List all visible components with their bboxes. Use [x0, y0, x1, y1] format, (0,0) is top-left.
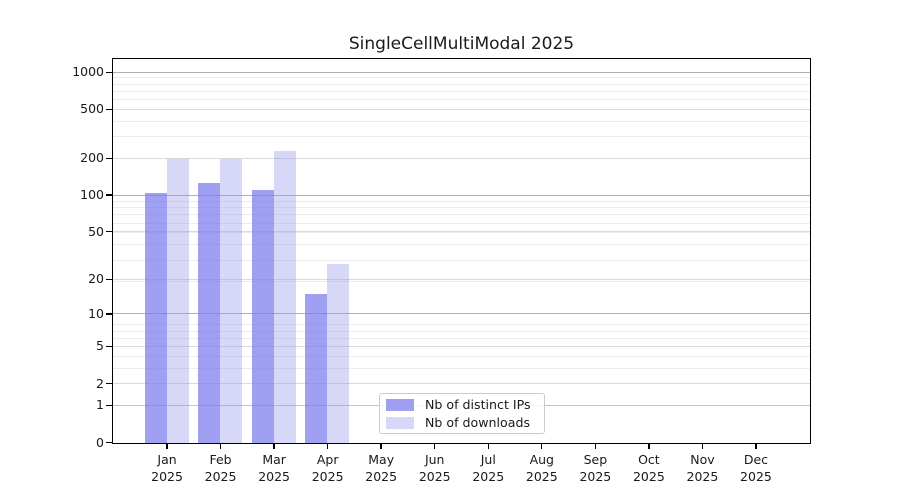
x-tick-label-sep: Sep 2025 — [579, 452, 612, 484]
bar-mar-downloads — [273, 151, 296, 443]
y-tick-label: 500 — [80, 101, 104, 117]
y-tick-label: 100 — [80, 187, 104, 203]
gridline — [113, 108, 810, 110]
y-tick-mark — [106, 441, 112, 444]
x-tick-mark — [541, 442, 543, 449]
gridline — [113, 136, 810, 138]
legend: Nb of distinct IPs Nb of downloads — [379, 393, 545, 434]
y-tick-mark — [106, 157, 112, 159]
chart-title: SingleCellMultiModal 2025 — [348, 34, 575, 54]
bar-feb-ips — [198, 182, 221, 443]
y-tick-mark — [106, 71, 112, 73]
legend-label-distinct-ips: Nb of distinct IPs — [425, 397, 531, 412]
bar-mar-ips — [251, 189, 274, 443]
y-tick-mark — [106, 313, 112, 315]
y-tick-mark — [106, 108, 112, 111]
gridline — [113, 99, 810, 101]
x-tick-mark — [701, 442, 704, 449]
x-tick-mark — [594, 442, 597, 449]
y-tick-label: 50 — [88, 223, 104, 239]
gridline — [113, 330, 810, 332]
y-tick-mark — [106, 194, 112, 196]
x-tick-label-feb: Feb 2025 — [204, 452, 237, 484]
x-tick-label-aug: Aug 2025 — [525, 452, 558, 484]
x-tick-label-may: May 2025 — [365, 452, 398, 484]
gridline — [113, 259, 810, 261]
y-tick-mark — [106, 231, 112, 233]
bar-jan-ips — [144, 192, 167, 443]
x-tick-mark — [326, 442, 329, 449]
x-tick-mark — [755, 442, 757, 449]
x-tick-mark — [380, 442, 382, 449]
gridline — [113, 244, 810, 246]
x-tick-label-nov: Nov 2025 — [686, 452, 719, 484]
legend-label-downloads: Nb of downloads — [425, 415, 531, 430]
legend-swatch-downloads — [386, 416, 414, 429]
x-tick-mark — [434, 442, 436, 449]
x-tick-mark — [219, 442, 222, 449]
legend-entry-downloads: Nb of downloads — [386, 415, 538, 430]
x-tick-mark — [487, 442, 489, 449]
gridline — [113, 383, 810, 385]
gridline — [113, 281, 810, 283]
gridline — [113, 278, 810, 280]
y-tick-label: 0 — [96, 434, 104, 450]
x-tick-label-jul: Jul 2025 — [472, 452, 505, 484]
x-tick-mark — [648, 442, 650, 449]
gridline — [113, 71, 810, 73]
x-tick-label-apr: Apr 2025 — [311, 452, 344, 484]
gridline — [113, 157, 810, 159]
gridline — [113, 194, 810, 196]
x-tick-label-dec: Dec 2025 — [740, 452, 772, 484]
bar-apr-downloads — [327, 264, 350, 443]
gridline — [113, 83, 810, 85]
gridline — [113, 214, 810, 216]
y-tick-label: 10 — [88, 305, 104, 321]
x-tick-label-mar: Mar 2025 — [258, 452, 291, 484]
x-tick-mark — [166, 442, 168, 449]
y-tick-mark — [106, 404, 112, 407]
gridline — [113, 231, 810, 233]
y-tick-mark — [106, 345, 112, 348]
gridline — [113, 345, 810, 347]
gridline — [113, 232, 810, 234]
legend-entry-distinct-ips: Nb of distinct IPs — [386, 397, 538, 412]
y-tick-label: 200 — [80, 150, 104, 166]
y-tick-mark — [106, 382, 112, 385]
y-tick-label: 20 — [88, 271, 104, 287]
gridline — [113, 367, 810, 369]
gridline — [113, 200, 810, 202]
gridline — [113, 355, 810, 357]
bar-apr-ips — [305, 294, 328, 443]
x-tick-label-oct: Oct 2025 — [632, 452, 665, 484]
gridline — [113, 313, 810, 315]
gridline — [113, 77, 810, 79]
gridline — [113, 337, 810, 339]
y-tick-label: 1000 — [72, 64, 104, 80]
gridline — [113, 120, 810, 122]
bar-jan-downloads — [166, 158, 189, 443]
plot-area — [112, 58, 811, 444]
gridline — [113, 324, 810, 326]
legend-swatch-distinct-ips — [386, 398, 414, 411]
x-tick-mark — [273, 442, 275, 449]
x-tick-label-jan: Jan 2025 — [151, 452, 183, 484]
x-tick-label-jun: Jun 2025 — [418, 452, 451, 484]
gridline — [113, 90, 810, 92]
y-tick-label: 2 — [96, 375, 104, 391]
y-tick-label: 1 — [96, 397, 104, 413]
bar-feb-downloads — [220, 158, 243, 443]
gridline — [113, 222, 810, 224]
gridline — [113, 207, 810, 209]
y-tick-mark — [106, 278, 112, 281]
y-tick-label: 5 — [96, 338, 104, 354]
